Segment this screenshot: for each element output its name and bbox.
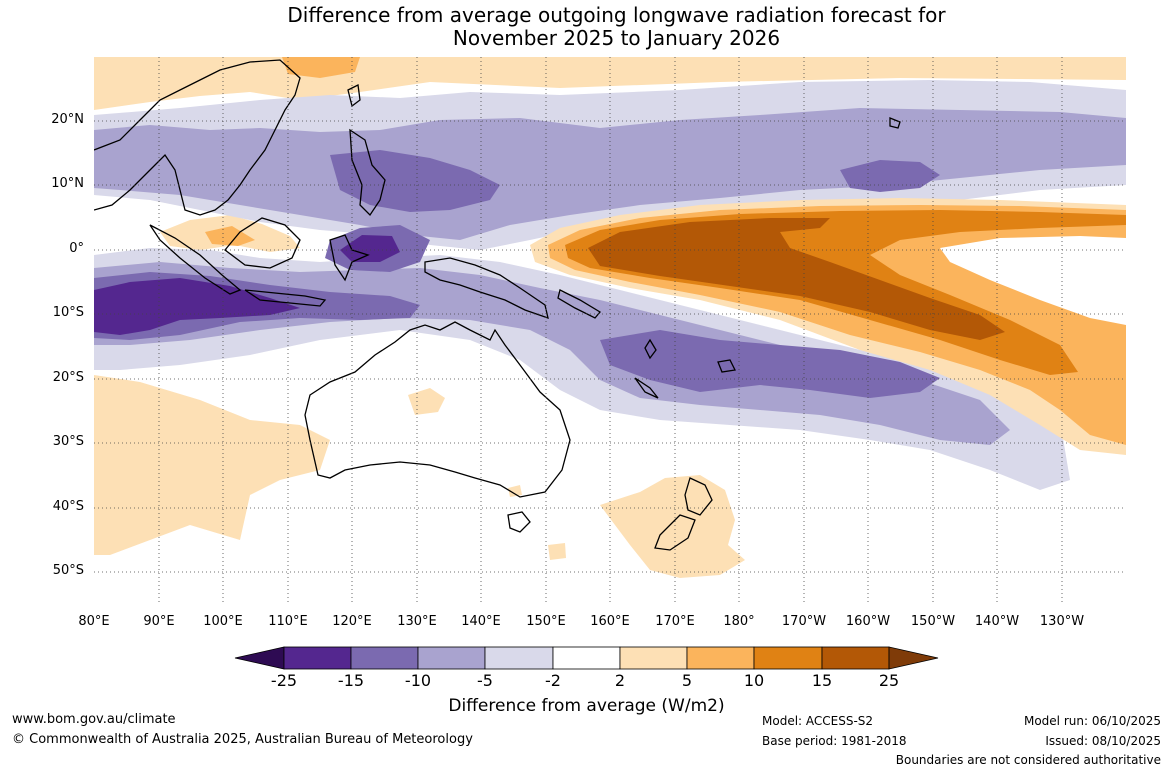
colorbar-label: 5 [681, 671, 693, 690]
colorbar-label: 10 [743, 671, 765, 690]
lon-tick-label: 160°E [590, 614, 630, 629]
coastline-sulawesi [329, 234, 370, 282]
colorbar-label: -25 [270, 671, 298, 690]
lat-tick-label: 20°N [51, 112, 84, 127]
lat-tick-label: 10°S [52, 305, 84, 320]
coastline-fiji [717, 359, 736, 373]
lon-tick-label: 140°W [974, 614, 1020, 629]
lon-tick-label: 170°W [781, 614, 827, 629]
colorbar-extend-high [888, 646, 939, 670]
anomaly-region-north-positive-2 [282, 57, 360, 78]
lat-tick-label: 40°S [52, 499, 84, 514]
base-period: Base period: 1981-2018 [762, 734, 907, 748]
lon-tick-label: 130°E [397, 614, 437, 629]
chart-title: Difference from average outgoing longwav… [0, 4, 1173, 50]
coastline-new-zealand-south [654, 514, 696, 551]
coastline-new-caledonia [634, 377, 659, 399]
colorbar-label: -5 [477, 671, 493, 690]
title-line-1: Difference from average outgoing longwav… [287, 3, 946, 27]
lat-tick-label: 20°S [52, 370, 84, 385]
coastline-java [244, 289, 327, 307]
lon-tick-label: 140°E [461, 614, 501, 629]
copyright-text: © Commonwealth of Australia 2025, Austra… [12, 732, 473, 747]
anomaly-region-pacific-positive-strongest [588, 218, 1005, 340]
lon-tick-label: 100°E [203, 614, 243, 629]
anomaly-region-pacific-neutral [940, 236, 1126, 325]
website-link[interactable]: www.bom.gov.au/climate [12, 712, 176, 727]
anomaly-region-sulawesi-negative-strong [340, 235, 400, 262]
colorbar-segment [619, 646, 688, 670]
anomaly-region-borneo-positive-2 [205, 226, 255, 246]
colorbar-label: -10 [404, 671, 432, 690]
model-run-date: Model run: 06/10/2025 [1023, 714, 1161, 728]
boundary-disclaimer: Boundaries are not considered authoritat… [895, 753, 1161, 767]
lon-tick-label: 120°E [332, 614, 372, 629]
colorbar-label: -15 [337, 671, 365, 690]
lon-tick-label: 80°E [78, 614, 110, 629]
coastline-hawaii [889, 117, 901, 129]
anomaly-map [94, 57, 1126, 605]
coastline-tasmania [507, 511, 531, 533]
coastline-philippines [349, 128, 386, 217]
lon-tick-label: 110°E [268, 614, 308, 629]
lat-tick-label: 10°N [51, 176, 84, 191]
coastline-asia-mainland [94, 59, 301, 216]
coastline-vanuatu [644, 338, 657, 360]
colorbar-label: 15 [811, 671, 833, 690]
coastline-borneo [224, 217, 301, 269]
colorbar-segment [283, 646, 352, 670]
anomaly-region-south-positive-small [548, 543, 566, 560]
colorbar-label: 2 [614, 671, 626, 690]
anomaly-region-pacific-negative-dark [840, 160, 940, 192]
lon-tick-label: 160°W [845, 614, 891, 629]
colorbar-segment [686, 646, 755, 670]
colorbar-segment [753, 646, 823, 670]
colorbar-label: 25 [878, 671, 900, 690]
lat-tick-label: 0° [69, 241, 84, 256]
gridlines [94, 57, 1126, 605]
lon-tick-label: 180° [723, 614, 755, 629]
colorbar-segment [484, 646, 554, 670]
lat-tick-label: 30°S [52, 434, 84, 449]
coastline-sumatra [149, 224, 242, 295]
coastline-new-guinea [424, 257, 549, 320]
colorbar-segment [821, 646, 890, 670]
coastline-taiwan [347, 84, 361, 108]
colorbar-label: -2 [545, 671, 561, 690]
title-line-2: November 2025 to January 2026 [452, 26, 781, 50]
model-name: Model: ACCESS-S2 [762, 714, 874, 728]
colorbar-segment [417, 646, 486, 670]
anomaly-region-south-positive-small-2 [508, 485, 522, 497]
coastline-solomons [557, 289, 601, 319]
lon-tick-label: 170°E [655, 614, 695, 629]
colorbar-title: Difference from average (W/m2) [448, 696, 725, 716]
lat-tick-label: 50°S [52, 563, 84, 578]
colorbar-extend-low [234, 646, 285, 670]
anomaly-region-southpacific-negative-dark [600, 330, 940, 398]
colorbar-segment [350, 646, 419, 670]
anomaly-region-australia-positive [408, 388, 445, 415]
coastline-new-zealand-north [684, 477, 713, 516]
lon-tick-label: 90°E [143, 614, 175, 629]
colorbar-segment [552, 646, 621, 670]
lon-tick-label: 150°E [526, 614, 566, 629]
anomaly-region-southwest-positive [94, 375, 330, 555]
anomaly-region-nz-positive [600, 475, 745, 578]
coastlines [94, 59, 901, 551]
coastline-australia [304, 321, 571, 498]
lon-tick-label: 130°W [1039, 614, 1085, 629]
issued-date: Issued: 08/10/2025 [1045, 734, 1161, 748]
lon-tick-label: 150°W [910, 614, 956, 629]
